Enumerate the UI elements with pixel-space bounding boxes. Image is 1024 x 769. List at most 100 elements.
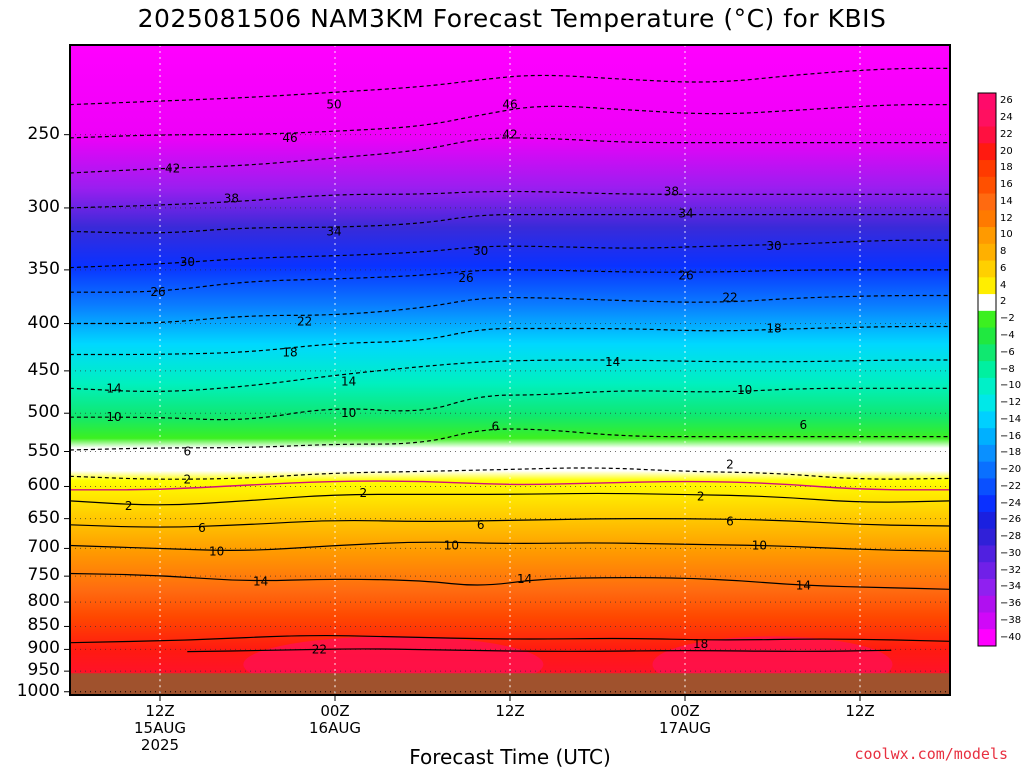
contour-label-36: 10 [209,544,224,558]
contour-minus22 [70,294,950,325]
colorbar-swatch-10 [978,260,996,278]
contour-label-23: 10 [737,383,752,397]
colorbar-label-32: −40 [1000,631,1022,643]
colorbar-swatch-19 [978,411,996,429]
y-tick-label-700: 700 [27,537,60,558]
colorbar-label-0: 26 [1000,95,1013,107]
colorbar-label-27: −30 [1000,547,1022,559]
colorbar-label-16: −8 [1000,363,1015,375]
contour-label-24: 10 [106,410,121,424]
x-axis-title: Forecast Time (UTC) [409,745,611,769]
contour-label-3: 42 [502,128,517,142]
colorbar-label-3: 20 [1000,145,1013,157]
x-tick-label-30: 12Z [495,702,525,720]
contour-label-30: 2 [360,486,368,500]
contour-minus2 [69,467,951,480]
colorbar-swatch-24 [978,495,996,513]
x-axis-ticks [159,695,861,701]
contour-minus26 [70,269,950,293]
colorbar-swatch-22 [978,461,996,479]
colorbar-label-15: −6 [1000,346,1015,358]
colorbar-label-22: −20 [1000,464,1022,476]
contour-label-9: 30 [766,239,781,253]
colorbar-label-17: −10 [1000,380,1022,392]
contour-minus10 [70,387,950,421]
colorbar-frame [977,92,997,647]
colorbar-swatch-30 [978,595,996,613]
contour-label-4: 42 [165,162,180,176]
contour-label-26: 6 [800,418,808,432]
x-tick-label-18: 00Z 16AUG [309,702,361,737]
colorbar [977,92,997,647]
contour-label-28: 2 [726,457,734,471]
contour-label-38: 10 [752,539,767,553]
contour-label-31: 2 [697,489,705,503]
colorbar-label-28: −32 [1000,564,1022,576]
y-axis-ticks [64,134,70,693]
contour-label-1: 46 [502,98,517,112]
colorbar-swatch-16 [978,361,996,379]
contour-label-40: 14 [517,572,532,586]
y-tick-label-500: 500 [27,402,60,423]
colorbar-swatch-0 [978,93,996,111]
contour-label-13: 26 [458,271,473,285]
contour-label-5: 38 [224,191,239,205]
contour-label-2: 46 [282,131,297,145]
colorbar-label-19: −14 [1000,413,1022,425]
colorbar-swatch-9 [978,243,996,262]
colorbar-swatch-26 [978,528,996,546]
contour-2 [69,492,951,506]
colorbar-swatch-1 [978,109,996,128]
colorbar-label-4: 18 [1000,162,1013,174]
contour-18 [69,634,951,644]
colorbar-label-13: −2 [1000,313,1015,325]
colorbar-swatch-11 [978,277,996,295]
colorbar-swatch-29 [978,578,996,597]
contour-label-41: 14 [796,579,811,593]
contour-minus50 [69,67,950,106]
x-tick-label-6: 12Z 15AUG 2025 [134,702,186,754]
below-ground-area [70,673,950,695]
contour-14 [69,572,951,590]
contour-label-43: 18 [693,637,708,651]
y-tick-label-450: 450 [27,359,60,380]
contour-label-21: 14 [106,381,121,395]
colorbar-swatch-31 [978,612,996,630]
contour-minus30 [69,239,950,269]
site-credit: coolwx.com/models [854,745,1008,763]
colorbar-swatch-32 [978,629,996,647]
colorbar-label-29: −34 [1000,581,1022,593]
colorbar-label-25: −26 [1000,514,1022,526]
colorbar-swatch-28 [978,562,996,580]
y-tick-label-350: 350 [27,258,60,279]
y-tick-label-1000: 1000 [16,680,60,701]
contour-label-25: 6 [492,420,500,434]
colorbar-swatch-15 [978,344,996,362]
contour-minus42 [69,137,950,174]
x-tick-label-42: 00Z 17AUG [659,702,711,737]
colorbar-label-23: −22 [1000,480,1022,492]
colorbar-label-21: −18 [1000,447,1022,459]
y-tick-label-250: 250 [27,123,60,144]
contour-lines [69,67,951,653]
colorbar-label-2: 22 [1000,128,1013,140]
colorbar-label-20: −16 [1000,430,1022,442]
y-tick-label-400: 400 [27,312,60,333]
colorbar-label-5: 16 [1000,179,1013,191]
colorbar-swatch-5 [978,176,996,195]
contour-label-39: 14 [253,574,268,588]
colorbar-label-18: −12 [1000,397,1022,408]
contour-label-33: 6 [198,521,206,535]
contour-6 [69,517,951,528]
contour-minus18 [70,325,950,356]
y-tick-label-300: 300 [27,196,60,217]
contour-label-34: 6 [477,518,485,532]
y-tick-label-800: 800 [27,591,60,612]
colorbar-swatch-8 [978,227,996,245]
chart-title: 2025081506 NAM3KM Forecast Temperature (… [137,4,887,33]
y-tick-label-900: 900 [27,638,60,659]
colorbar-label-14: −4 [1000,329,1015,341]
contour-label-8: 34 [326,224,341,238]
y-tick-label-550: 550 [27,440,60,461]
